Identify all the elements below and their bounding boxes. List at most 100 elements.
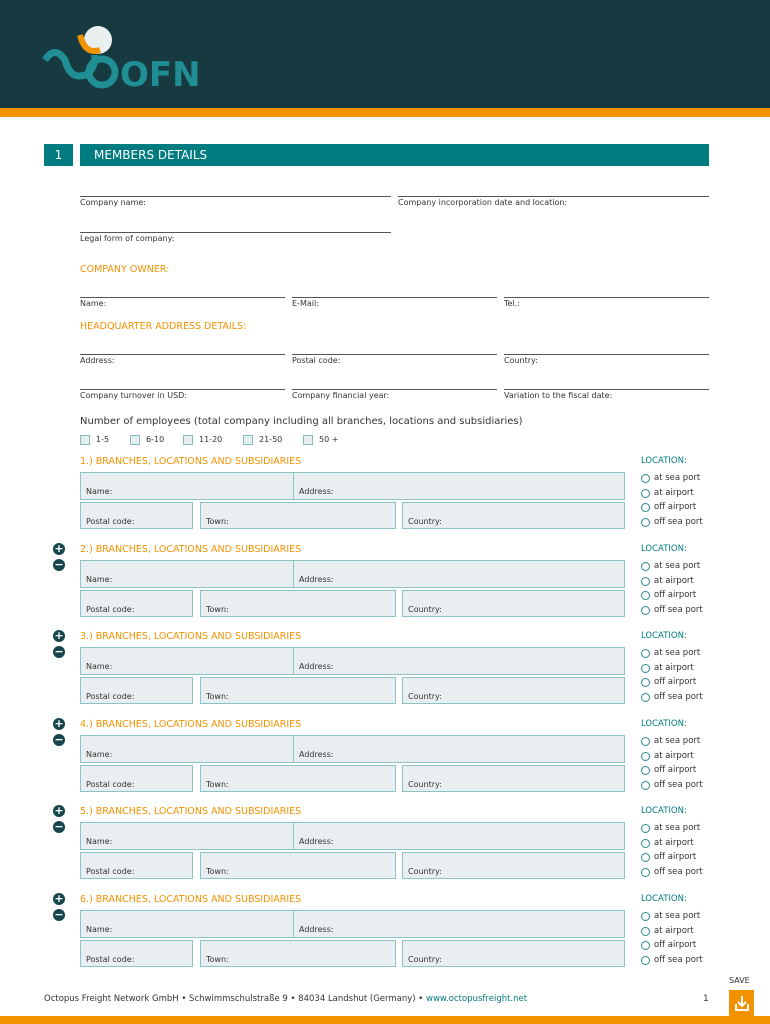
branch-postal-field[interactable]: Postal code: (80, 677, 193, 704)
company-name-field[interactable] (80, 196, 391, 197)
location-option-label: at airport (654, 487, 694, 498)
location-radio[interactable] (641, 488, 650, 498)
location-radio[interactable] (641, 517, 650, 527)
employee-checkbox-0[interactable] (80, 435, 90, 445)
location-option-label: off sea port (654, 691, 703, 702)
branch-country-field[interactable]: Country: (402, 765, 625, 792)
location-radio[interactable] (641, 605, 650, 615)
employee-option-label: 1-5 (96, 435, 110, 444)
location-radio[interactable] (641, 737, 650, 746)
location-radio[interactable] (641, 780, 650, 790)
location-label: LOCATION: (641, 456, 687, 466)
remove-branch-icon[interactable]: − (53, 820, 65, 833)
branch-address-field[interactable]: Address: (293, 472, 625, 500)
location-radio[interactable] (641, 955, 650, 965)
branch-country-field[interactable]: Country: (402, 940, 625, 967)
location-radio[interactable] (641, 926, 650, 936)
branch-heading: 6.) BRANCHES, LOCATIONS AND SUBSIDIARIES (80, 894, 302, 905)
location-radio[interactable] (641, 503, 650, 512)
branch-name-field[interactable]: Name: (80, 472, 325, 500)
location-radio[interactable] (641, 649, 650, 658)
employee-checkbox-1[interactable] (130, 435, 140, 445)
remove-branch-icon[interactable]: − (53, 733, 65, 746)
branch-town-field[interactable]: Town: (200, 852, 396, 879)
turnover-field[interactable] (80, 389, 285, 390)
branch-heading: 3.) BRANCHES, LOCATIONS AND SUBSIDIARIES (80, 631, 302, 642)
owner-name-field[interactable] (80, 297, 285, 298)
branch-address-field[interactable]: Address: (293, 910, 625, 938)
branch-town-field[interactable]: Town: (200, 765, 396, 792)
add-branch-icon[interactable]: + (53, 804, 65, 817)
branch-address-field[interactable]: Address: (293, 822, 625, 850)
remove-branch-icon[interactable]: − (53, 645, 65, 658)
employee-checkbox-4[interactable] (303, 435, 313, 445)
branch-country-field[interactable]: Country: (402, 502, 625, 529)
location-label: LOCATION: (641, 719, 687, 729)
location-radio[interactable] (641, 853, 650, 862)
location-radio[interactable] (641, 663, 650, 673)
branch-address-field[interactable]: Address: (293, 647, 625, 675)
branch-heading: 4.) BRANCHES, LOCATIONS AND SUBSIDIARIES (80, 719, 302, 730)
remove-branch-icon[interactable]: − (53, 558, 65, 571)
location-option-label: at airport (654, 837, 694, 848)
owner-tel-field[interactable] (504, 297, 709, 298)
hq-postal-field[interactable] (292, 354, 497, 355)
location-radio[interactable] (641, 838, 650, 848)
branch-postal-field[interactable]: Postal code: (80, 940, 193, 967)
add-branch-icon[interactable]: + (53, 542, 65, 555)
branch-name-field[interactable]: Name: (80, 735, 325, 763)
branch-postal-field[interactable]: Postal code: (80, 765, 193, 792)
location-label: LOCATION: (641, 544, 687, 554)
location-option-label: off sea port (654, 954, 703, 965)
branch-postal-field[interactable]: Postal code: (80, 852, 193, 879)
location-radio[interactable] (641, 941, 650, 950)
branch-name-field[interactable]: Name: (80, 822, 325, 850)
location-radio[interactable] (641, 692, 650, 702)
add-branch-icon[interactable]: + (53, 629, 65, 642)
branch-name-field[interactable]: Name: (80, 647, 325, 675)
branch-name-field[interactable]: Name: (80, 560, 325, 588)
branch-heading: 5.) BRANCHES, LOCATIONS AND SUBSIDIARIES (80, 806, 302, 817)
branch-country-field[interactable]: Country: (402, 852, 625, 879)
branch-country-field[interactable]: Country: (402, 590, 625, 617)
employee-option-label: 21-50 (259, 435, 283, 444)
remove-branch-icon[interactable]: − (53, 908, 65, 921)
location-radio[interactable] (641, 766, 650, 775)
footer-link[interactable]: www.octopusfreight.net (426, 994, 528, 1004)
legal-form-field[interactable] (80, 232, 391, 233)
branch-address-field[interactable]: Address: (293, 735, 625, 763)
branch-town-field[interactable]: Town: (200, 940, 396, 967)
hq-country-field[interactable] (504, 354, 709, 355)
location-radio[interactable] (641, 751, 650, 761)
branch-name-field[interactable]: Name: (80, 910, 325, 938)
add-branch-icon[interactable]: + (53, 892, 65, 905)
location-radio[interactable] (641, 591, 650, 600)
save-button[interactable] (729, 990, 754, 1016)
location-radio[interactable] (641, 474, 650, 483)
location-radio[interactable] (641, 678, 650, 687)
location-radio[interactable] (641, 562, 650, 571)
location-radio[interactable] (641, 912, 650, 921)
location-radio[interactable] (641, 824, 650, 833)
branch-postal-field[interactable]: Postal code: (80, 502, 193, 529)
hq-address-field[interactable] (80, 354, 285, 355)
location-label: LOCATION: (641, 894, 687, 904)
branch-postal-field[interactable]: Postal code: (80, 590, 193, 617)
location-radio[interactable] (641, 576, 650, 586)
branch-address-field[interactable]: Address: (293, 560, 625, 588)
employee-checkbox-2[interactable] (183, 435, 193, 445)
incorporation-field[interactable] (398, 196, 709, 197)
branch-town-field[interactable]: Town: (200, 590, 396, 617)
location-label: LOCATION: (641, 806, 687, 816)
branch-town-field[interactable]: Town: (200, 677, 396, 704)
owner-email-field[interactable] (292, 297, 497, 298)
location-radio[interactable] (641, 867, 650, 877)
branch-heading: 1.) BRANCHES, LOCATIONS AND SUBSIDIARIES (80, 456, 302, 467)
fiscal-year-field[interactable] (292, 389, 497, 390)
add-branch-icon[interactable]: + (53, 717, 65, 730)
variation-field[interactable] (504, 389, 709, 390)
branch-town-field[interactable]: Town: (200, 502, 396, 529)
employee-checkbox-3[interactable] (243, 435, 253, 445)
download-icon (734, 996, 749, 1011)
branch-country-field[interactable]: Country: (402, 677, 625, 704)
